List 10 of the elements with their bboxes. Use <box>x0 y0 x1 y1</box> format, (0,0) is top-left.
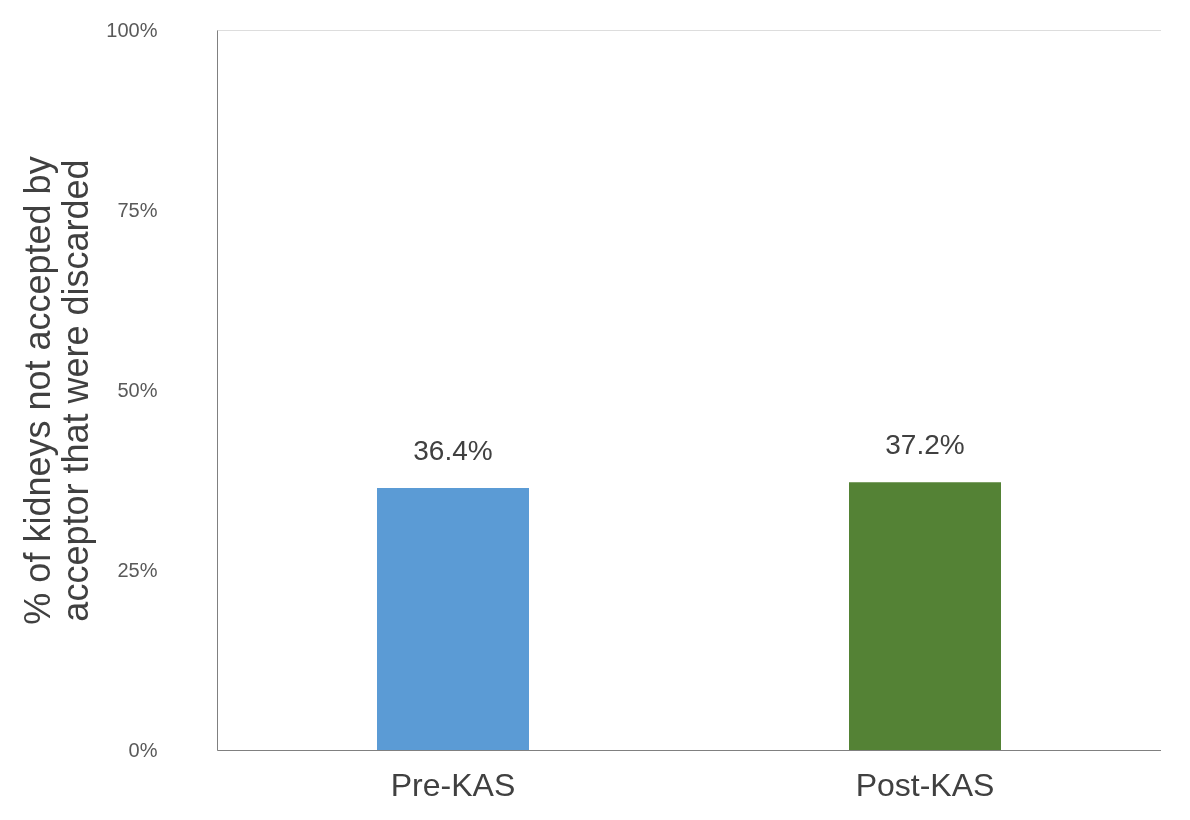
y-tick-label: 0% <box>128 738 158 761</box>
y-tick-label: 100% <box>106 18 158 41</box>
x-tick-label: Post-KAS <box>855 766 995 803</box>
x-tick-label: Pre-KAS <box>390 766 516 803</box>
data-label: 37.2% <box>885 429 965 461</box>
y-axis-title: % of kidneys not accepted by acceptor that were discarded <box>17 156 97 625</box>
data-label: 36.4% <box>413 434 493 466</box>
y-tick-label: 50% <box>117 378 158 401</box>
y-tick-label: 75% <box>117 198 158 221</box>
y-tick-label: 25% <box>117 558 158 581</box>
